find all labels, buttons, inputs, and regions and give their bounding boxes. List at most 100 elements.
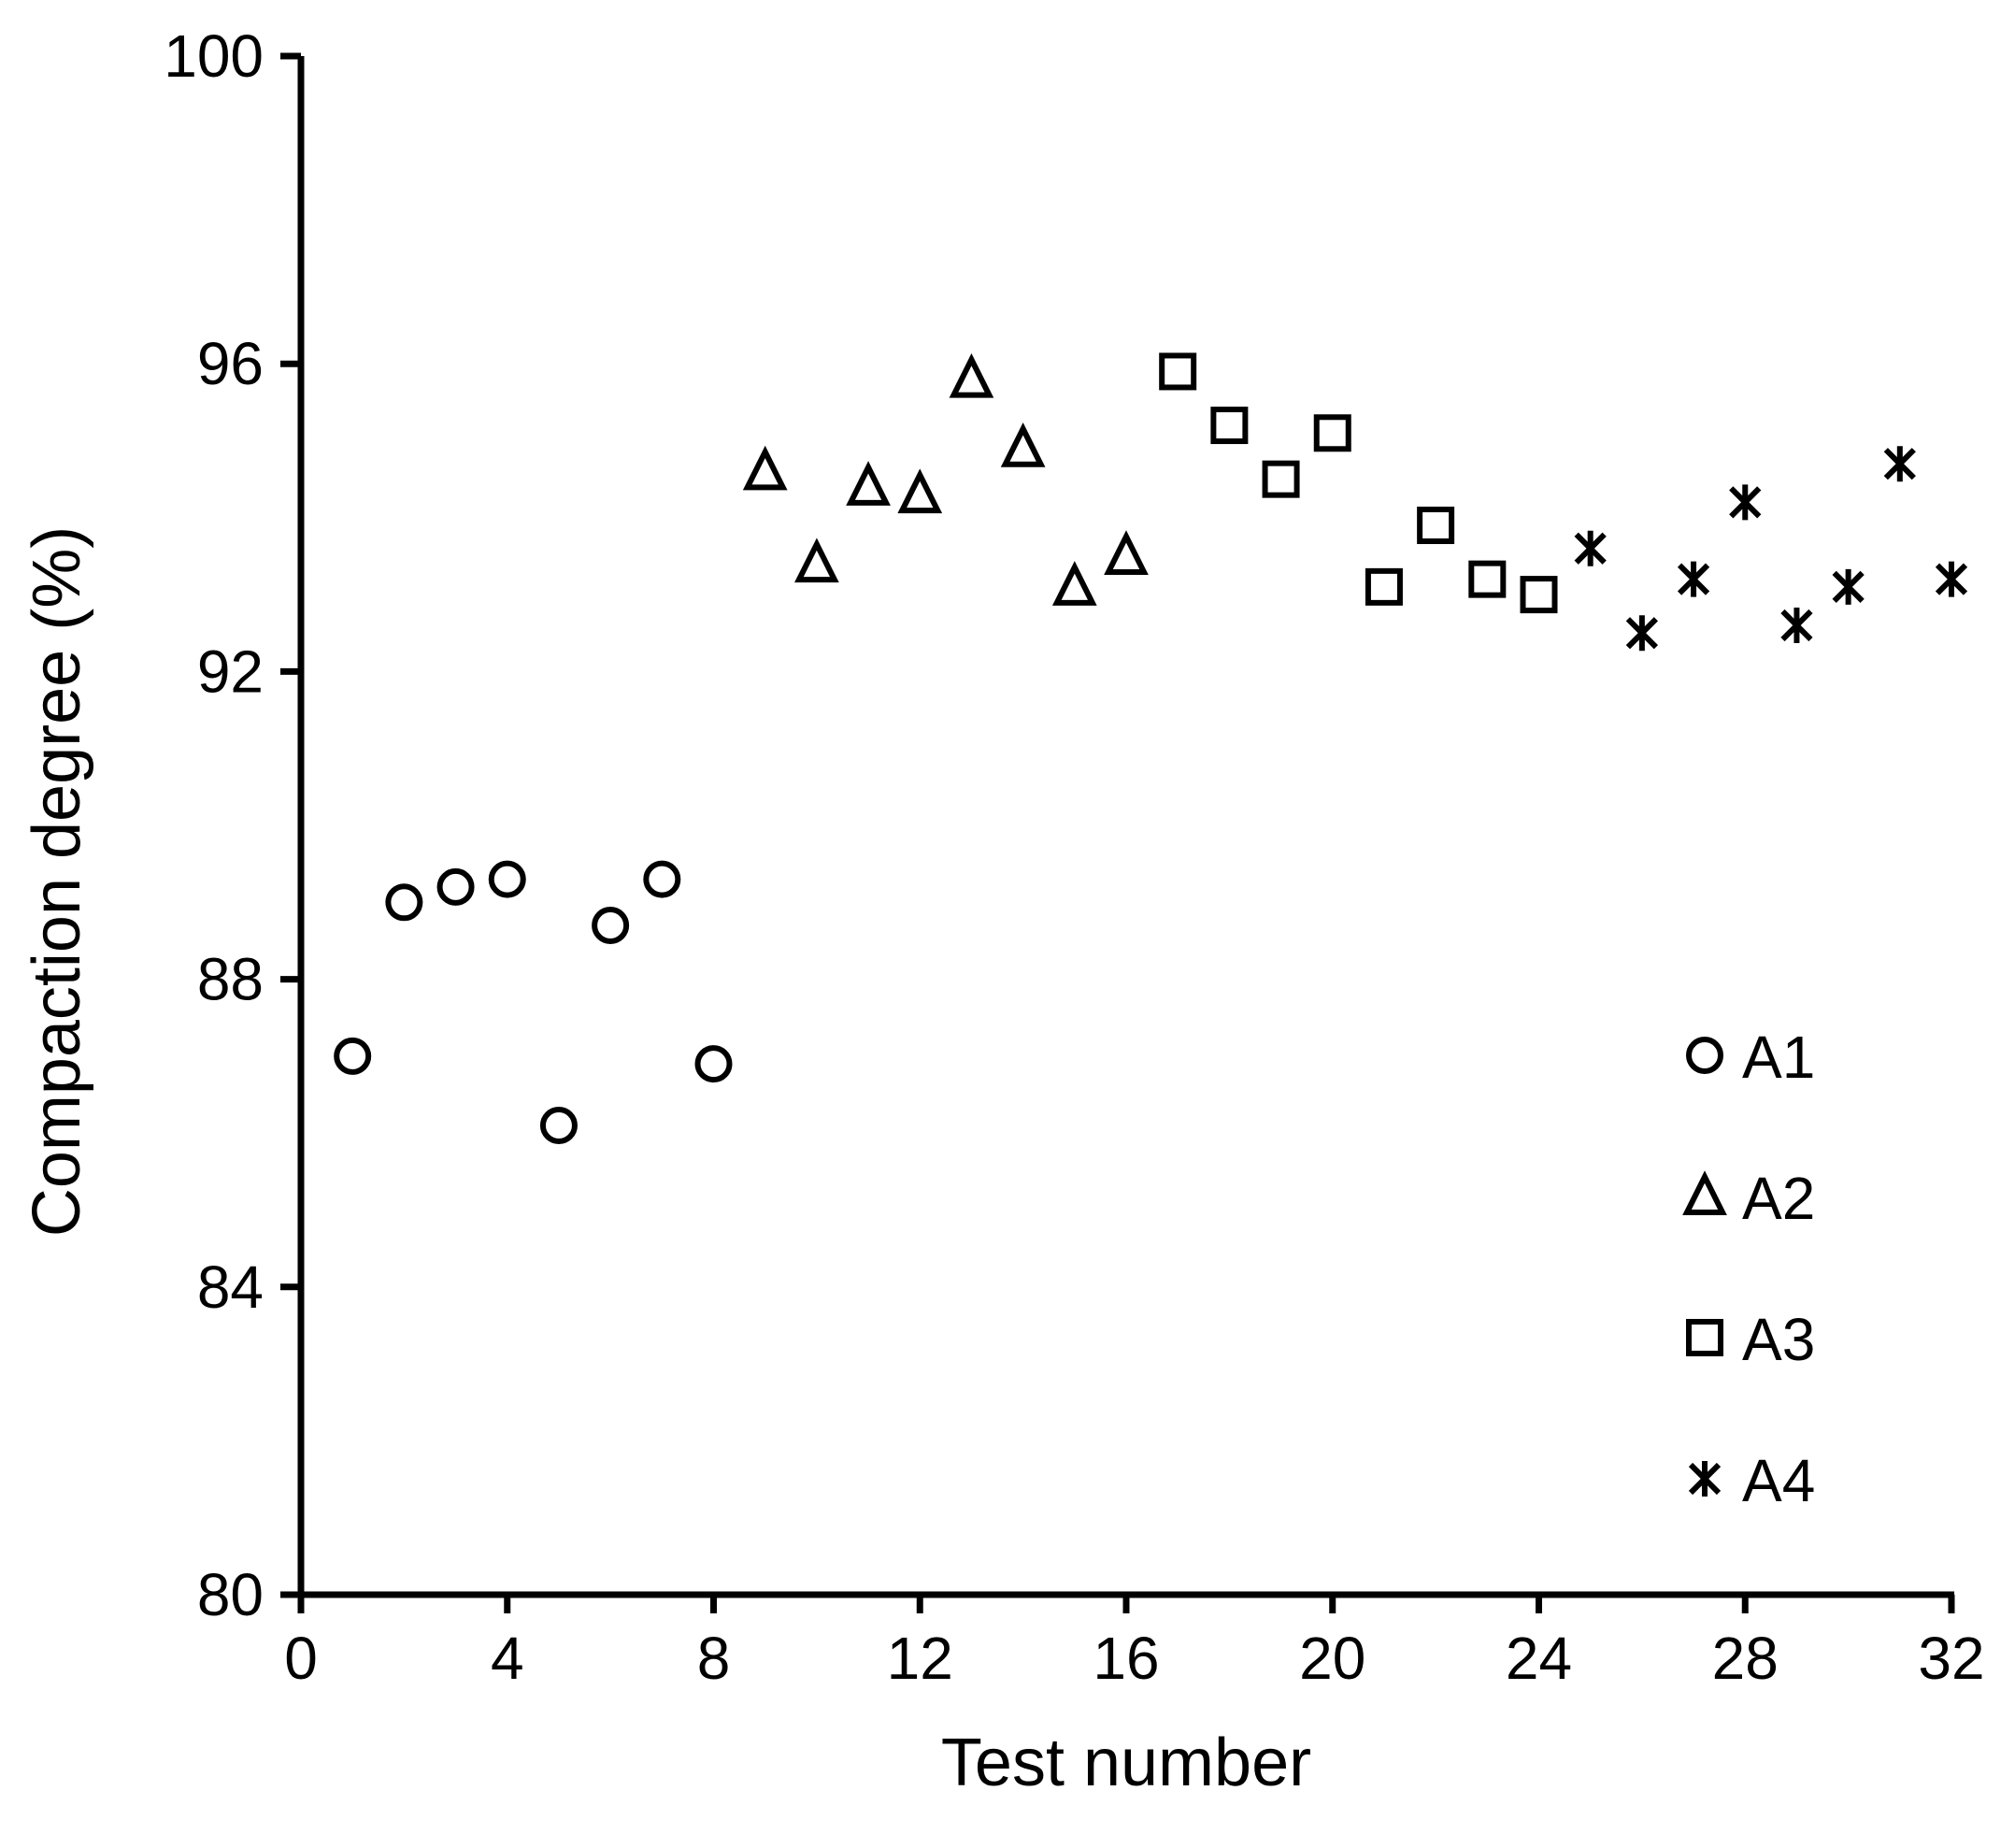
data-point [385,883,423,922]
legend-label: A4 [1742,1447,1815,1514]
data-point [1365,567,1403,606]
x-tick-label: 8 [697,1625,731,1692]
data-point [1417,507,1455,545]
data-point [1729,484,1762,521]
series-1 [334,860,733,1144]
series-2 [742,352,1149,606]
data-point [1210,407,1249,445]
square-marker [1313,414,1351,452]
data-point [1625,615,1658,652]
circle-marker [643,860,681,898]
x-axis-title: Test number [941,1726,1311,1800]
x-tick-label: 4 [491,1625,524,1692]
triangle-marker [794,537,839,583]
square-marker [1365,567,1403,606]
data-point [1883,446,1916,482]
data-point [1051,561,1097,606]
x-ticks: 0 4 8 12 16 20 24 28 32 [284,1595,1985,1692]
triangle-marker [742,445,788,491]
y-tick-label: 92 [197,637,264,705]
x-tick-label: 12 [887,1625,953,1692]
legend: A1 A2 A3 A4 [1682,1024,1815,1514]
square-marker [1520,576,1558,614]
data-point [1313,414,1351,452]
data-points [334,352,1968,1144]
asterisk-stroke [1625,617,1658,650]
data-point [436,867,475,906]
square-marker [1262,460,1300,498]
series-3 [1159,352,1558,614]
legend-item: A4 [1688,1447,1815,1514]
data-point [1935,561,1968,597]
axes [297,56,1954,1598]
asterisk-stroke [1688,1462,1722,1496]
asterisk-stroke [1935,563,1968,595]
square-marker [1468,560,1507,598]
data-point [949,352,994,398]
triangle-marker [1000,423,1046,467]
circle-marker [334,1037,372,1075]
square-marker [1159,352,1197,391]
x-tick-label: 16 [1093,1625,1159,1692]
data-point [742,445,788,491]
square-marker [1210,407,1249,445]
circle-marker [694,1045,733,1083]
data-point [1468,560,1507,598]
x-tick-label: 20 [1299,1625,1365,1692]
y-tick-label: 84 [197,1253,264,1321]
circle-marker [436,867,475,906]
legend-marker [1686,1037,1723,1074]
legend-label: A1 [1742,1024,1815,1091]
legend-marker [1682,1170,1727,1215]
data-point [592,906,630,944]
asterisk-stroke [1677,563,1710,595]
triangle-marker [1682,1170,1727,1215]
data-point [694,1045,733,1083]
asterisk-stroke [1883,448,1916,480]
legend-item: A1 [1686,1024,1815,1091]
data-point [1159,352,1197,391]
triangle-marker [846,461,891,506]
y-ticks: 80 84 88 92 96 100 [164,22,301,1628]
triangle-marker [897,468,943,514]
legend-label: A3 [1742,1306,1815,1373]
legend-marker [1686,1319,1723,1356]
y-tick-label: 80 [197,1561,264,1628]
circle-marker [1686,1037,1723,1074]
data-point [1520,576,1558,614]
asterisk-stroke [1729,486,1762,519]
circle-marker [488,860,526,898]
legend-item: A3 [1686,1306,1815,1373]
y-tick-label: 96 [197,330,264,397]
data-point [794,537,839,583]
data-point [1000,423,1046,467]
data-point [1780,608,1813,644]
legend-label: A2 [1742,1165,1815,1232]
data-point [1104,530,1149,575]
y-tick-label: 88 [197,946,264,1013]
x-tick-label: 28 [1712,1625,1779,1692]
asterisk-stroke [1574,532,1607,565]
legend-marker [1688,1461,1722,1497]
data-point [334,1037,372,1075]
data-point [643,860,681,898]
data-point [488,860,526,898]
legend-item: A2 [1682,1165,1815,1232]
data-point [897,468,943,514]
y-tick-label: 100 [164,22,264,90]
data-point [539,1106,578,1144]
data-point [1677,561,1710,597]
series-4 [1574,446,1968,652]
circle-marker [592,906,630,944]
data-point [846,461,891,506]
data-point [1574,530,1607,566]
x-tick-label: 32 [1918,1625,1984,1692]
triangle-marker [1051,561,1097,606]
triangle-marker [1104,530,1149,575]
triangle-marker [949,352,994,398]
square-marker [1417,507,1455,545]
circle-marker [539,1106,578,1144]
x-tick-label: 0 [284,1625,318,1692]
